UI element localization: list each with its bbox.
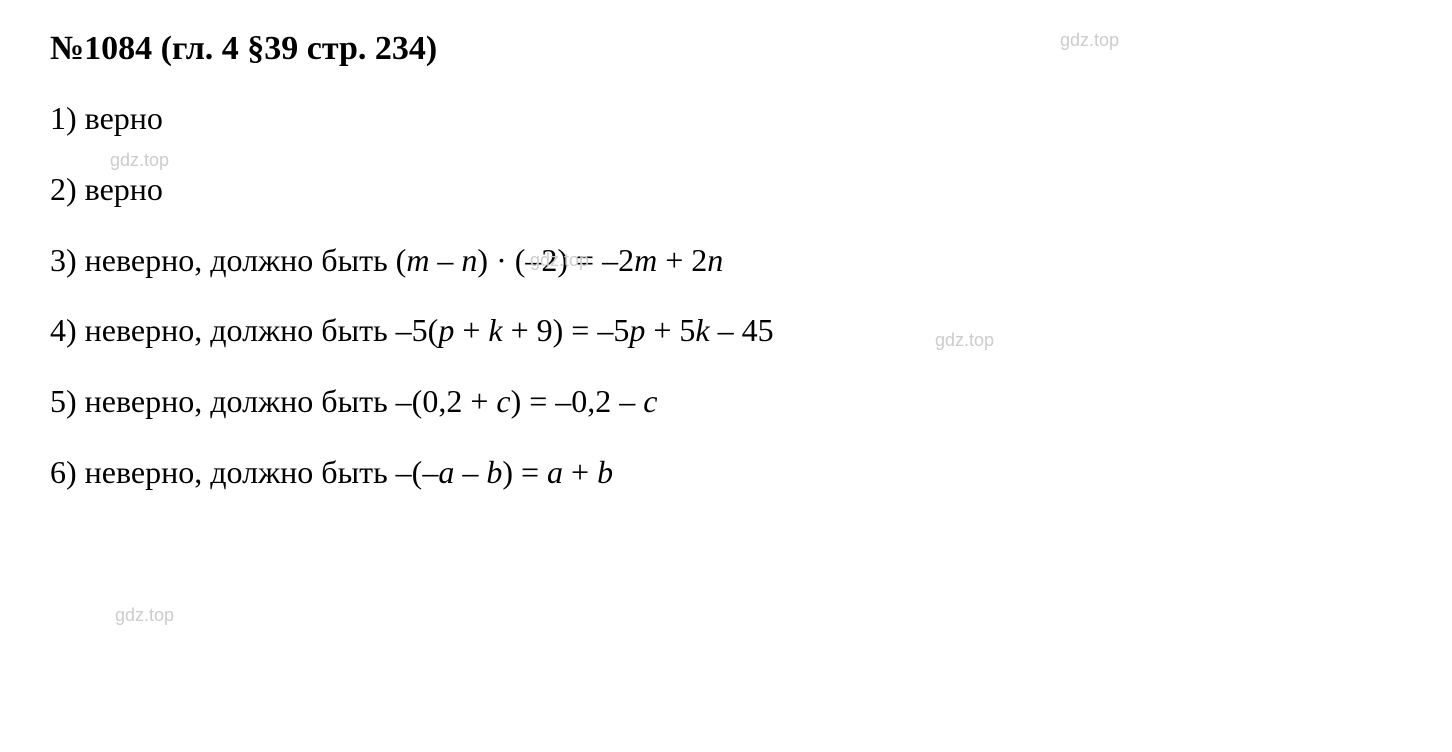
item-suffix: – 45 bbox=[710, 312, 774, 348]
item-number: 5) bbox=[50, 383, 77, 419]
variable-p: p bbox=[629, 312, 645, 348]
item-mid: + 5 bbox=[645, 312, 695, 348]
item-mid: – bbox=[454, 454, 486, 490]
item-number: 4) bbox=[50, 312, 77, 348]
answer-item-1: 1) верно bbox=[50, 96, 1402, 141]
answer-item-6: 6) неверно, должно быть –(–a – b) = a + … bbox=[50, 450, 1402, 495]
item-number: 2) bbox=[50, 171, 77, 207]
variable-c: c bbox=[496, 383, 510, 419]
item-number: 3) bbox=[50, 242, 77, 278]
item-mid: ) = –0,2 – bbox=[511, 383, 644, 419]
problem-title: №1084 (гл. 4 §39 стр. 234) bbox=[50, 30, 1402, 68]
watermark: gdz.top bbox=[115, 605, 174, 626]
answer-item-2: 2) верно bbox=[50, 167, 1402, 212]
variable-m: m bbox=[406, 242, 429, 278]
item-mid: + bbox=[563, 454, 597, 490]
variable-n: n bbox=[461, 242, 477, 278]
item-text: верно bbox=[85, 171, 163, 207]
item-mid: + bbox=[454, 312, 488, 348]
item-mid: ) = bbox=[502, 454, 547, 490]
item-prefix: неверно, должно быть ( bbox=[85, 242, 407, 278]
item-mid: + 2 bbox=[657, 242, 707, 278]
item-text: верно bbox=[85, 100, 163, 136]
variable-a: a bbox=[547, 454, 563, 490]
item-prefix: неверно, должно быть –(– bbox=[85, 454, 439, 490]
item-prefix: неверно, должно быть –(0,2 + bbox=[85, 383, 497, 419]
answer-item-4: 4) неверно, должно быть –5(p + k + 9) = … bbox=[50, 308, 1402, 353]
variable-n: n bbox=[707, 242, 723, 278]
item-prefix: неверно, должно быть –5( bbox=[85, 312, 439, 348]
variable-b: b bbox=[486, 454, 502, 490]
item-mid: + 9) = –5 bbox=[503, 312, 630, 348]
item-number: 1) bbox=[50, 100, 77, 136]
item-mid: – bbox=[429, 242, 461, 278]
variable-m: m bbox=[634, 242, 657, 278]
item-mid: ) · (–2) = –2 bbox=[477, 242, 634, 278]
variable-c: c bbox=[643, 383, 657, 419]
variable-a: a bbox=[438, 454, 454, 490]
variable-k: k bbox=[488, 312, 502, 348]
answer-item-3: 3) неверно, должно быть (m – n) · (–2) =… bbox=[50, 238, 1402, 283]
variable-p: p bbox=[438, 312, 454, 348]
answer-item-5: 5) неверно, должно быть –(0,2 + c) = –0,… bbox=[50, 379, 1402, 424]
item-number: 6) bbox=[50, 454, 77, 490]
variable-b: b bbox=[597, 454, 613, 490]
variable-k: k bbox=[695, 312, 709, 348]
